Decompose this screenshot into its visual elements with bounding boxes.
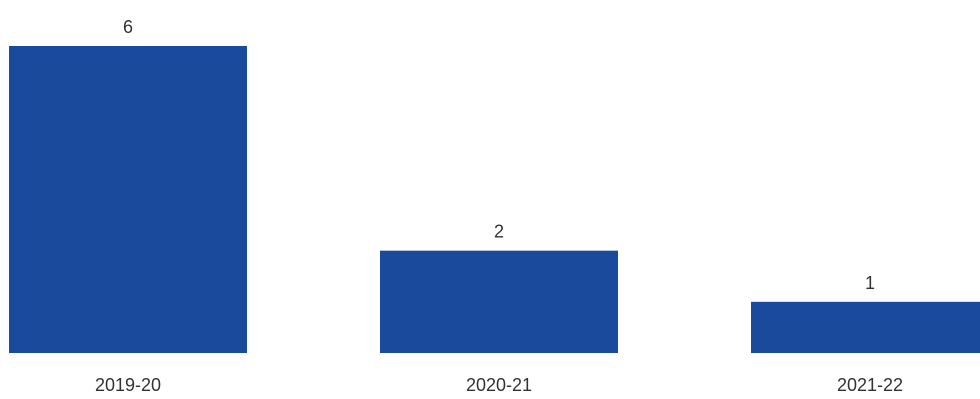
x-tick-label-2019-20: 2019-20 [95, 375, 161, 394]
bar-2019-20 [9, 46, 247, 353]
data-label-2020-21: 2 [494, 222, 504, 242]
x-tick-label-2020-21: 2020-21 [466, 375, 532, 394]
data-label-2019-20: 6 [123, 17, 133, 37]
value-labels-layer: 6 2 1 [123, 17, 875, 293]
bars-layer [9, 46, 980, 353]
bar-2021-22 [751, 301, 980, 353]
data-label-2021-22: 1 [865, 273, 875, 293]
x-tick-label-2021-22: 2021-22 [837, 375, 903, 394]
x-tick-labels-layer: 2019-20 2020-21 2021-22 [95, 375, 903, 395]
bar-2020-21 [380, 250, 618, 353]
